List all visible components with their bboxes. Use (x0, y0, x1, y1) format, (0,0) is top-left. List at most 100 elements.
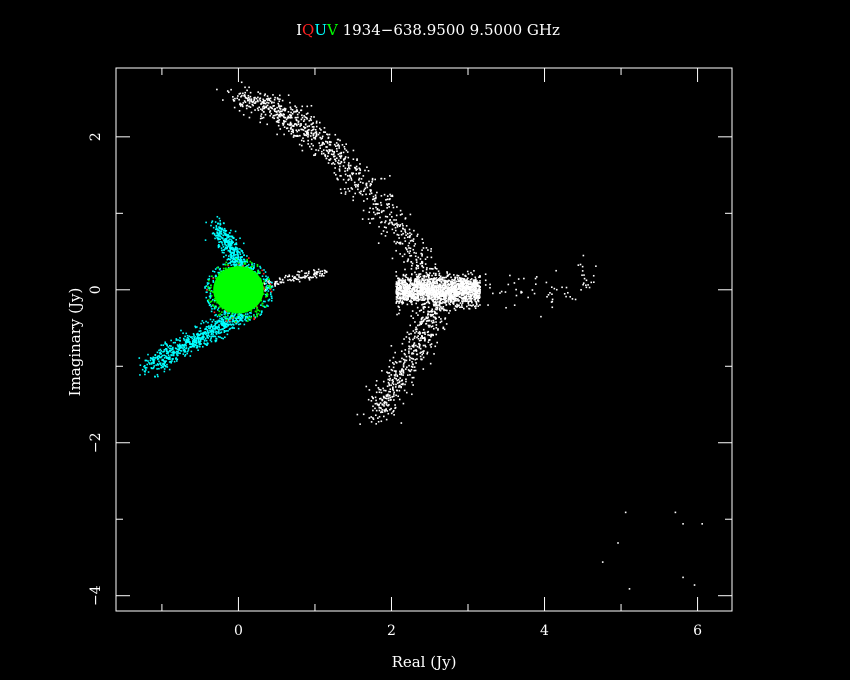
point-I (249, 106, 252, 108)
point-I (276, 106, 278, 109)
point-U (266, 284, 268, 287)
point-I (287, 279, 289, 282)
point-I (387, 372, 389, 374)
point-I (414, 328, 417, 331)
point-U (229, 257, 232, 259)
point-I (458, 287, 461, 290)
point-I (348, 178, 350, 181)
point-U (227, 240, 229, 242)
point-U (248, 315, 251, 318)
point-U (150, 357, 152, 360)
point-I (358, 167, 361, 170)
point-I (465, 283, 468, 285)
point-U (197, 339, 200, 342)
point-U (182, 353, 185, 355)
point-I (408, 287, 411, 289)
point-U (171, 354, 173, 356)
point-I (455, 294, 457, 297)
point-I (404, 230, 406, 232)
point-I (471, 305, 473, 307)
point-U (239, 317, 241, 320)
point-I (389, 218, 391, 221)
point-I (384, 397, 387, 400)
point-I (372, 397, 375, 400)
point-I (320, 138, 323, 140)
point-I (410, 292, 413, 295)
point-I (565, 295, 567, 298)
point-I (290, 108, 292, 110)
point-U (211, 220, 214, 222)
point-I (418, 343, 421, 346)
point-Q (206, 289, 208, 291)
point-I (303, 115, 305, 117)
point-I (337, 138, 340, 141)
point-I (405, 298, 407, 300)
point-U (181, 344, 184, 346)
point-I (322, 275, 325, 277)
point-I (380, 177, 382, 180)
point-I (356, 168, 358, 171)
point-I (436, 306, 439, 308)
point-I (370, 400, 373, 402)
point-I (274, 285, 276, 287)
point-I (397, 291, 400, 294)
point-I (435, 272, 437, 275)
point-U (234, 317, 237, 320)
point-U (141, 368, 144, 371)
point-I (252, 104, 254, 107)
point-U (217, 222, 219, 225)
point-I (425, 317, 427, 320)
point-I (266, 99, 269, 101)
point-U (226, 333, 229, 336)
point-U (225, 330, 228, 332)
point-U (156, 373, 159, 376)
point-I (280, 114, 283, 117)
point-I (388, 404, 390, 406)
point-I (380, 211, 383, 214)
point-I (477, 288, 479, 290)
point-I (412, 317, 415, 320)
point-I (422, 282, 425, 285)
point-I (405, 380, 407, 383)
point-I (392, 387, 394, 389)
point-I (277, 102, 280, 105)
point-U (158, 355, 160, 357)
point-I (308, 129, 310, 131)
point-U (219, 226, 222, 229)
point-I (474, 293, 477, 296)
point-I (399, 224, 402, 226)
point-I (366, 198, 369, 200)
point-I (419, 355, 422, 358)
point-I (372, 203, 375, 205)
point-U (227, 242, 229, 244)
point-U (233, 327, 236, 329)
point-I (227, 91, 230, 94)
point-I (396, 282, 398, 285)
point-I (398, 237, 400, 239)
point-I (577, 264, 580, 266)
point-I (384, 410, 386, 413)
point-I (374, 200, 376, 202)
point-U (212, 319, 215, 321)
point-I (400, 350, 403, 353)
point-I (574, 298, 577, 301)
point-I (466, 284, 468, 287)
point-I (369, 189, 372, 191)
point-U (259, 265, 261, 268)
point-Q (262, 286, 265, 288)
point-I (243, 94, 245, 97)
point-I (435, 326, 438, 329)
point-U (262, 278, 265, 280)
point-I (402, 294, 405, 297)
point-I (319, 136, 322, 139)
point-U (232, 249, 235, 251)
point-Q (263, 288, 265, 290)
point-I (450, 276, 452, 279)
point-I (384, 220, 387, 222)
point-I (405, 336, 408, 338)
point-I (419, 262, 422, 265)
point-U (228, 240, 231, 243)
point-I (454, 309, 457, 312)
point-I (426, 317, 429, 319)
point-I (682, 576, 684, 579)
